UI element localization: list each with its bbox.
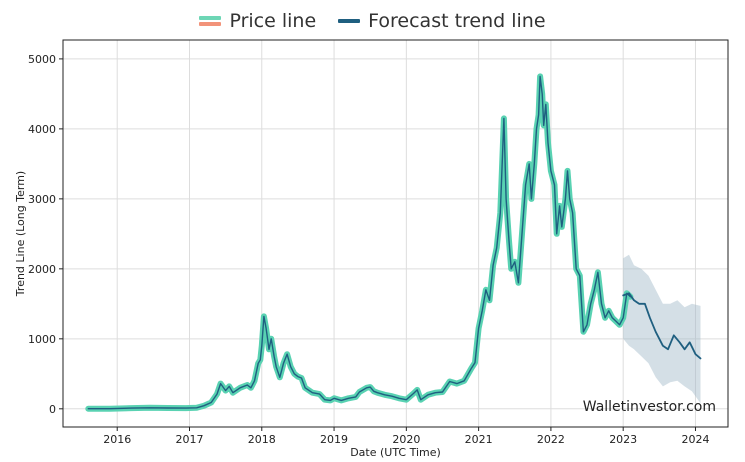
grid	[63, 40, 728, 427]
x-tick-label: 2024	[681, 433, 709, 446]
y-tick-label: 5000	[28, 53, 56, 66]
forecast-band-layer	[623, 254, 701, 404]
x-tick-label: 2020	[392, 433, 420, 446]
y-tick-label: 2000	[28, 263, 56, 276]
plot-frame	[62, 39, 729, 428]
x-tick-label: 2022	[537, 433, 565, 446]
price-line	[85, 73, 634, 412]
forecast-trend-line	[622, 292, 702, 360]
forecast-confidence-band	[623, 254, 701, 404]
legend-label-forecast-trend-line: Forecast trend line	[368, 10, 546, 32]
price-line-swatch-icon	[199, 16, 222, 26]
x-tick-label: 2018	[248, 433, 276, 446]
price-line-trend-core	[87, 75, 632, 410]
x-tick-label: 2023	[609, 433, 637, 446]
forecast-line-swatch-icon	[338, 19, 361, 23]
y-tick-label: 3000	[28, 193, 56, 206]
forecast-line-layer	[622, 292, 702, 360]
x-tick-label: 2019	[320, 433, 348, 446]
y-axis-label: Trend Line (Long Term)	[14, 171, 27, 297]
y-tick-label: 1000	[28, 333, 56, 346]
y-tick-label: 0	[49, 403, 56, 416]
price-line-layer	[85, 73, 634, 412]
ticks: 2016 2017 2018 2019 2020 2021 2022 2023 2024 0 100…	[28, 53, 709, 446]
legend-label-price-line: Price line	[229, 10, 317, 32]
x-tick-label: 2021	[465, 433, 493, 446]
x-tick-label: 2017	[175, 433, 203, 446]
legend-item-price-line: Price line	[199, 10, 316, 32]
x-axis-label: Date (UTC Time)	[350, 446, 441, 459]
x-tick-label: 2016	[103, 433, 131, 446]
legend-item-forecast-trend-line: Forecast trend line	[338, 10, 546, 32]
watermark: Walletinvestor.com	[583, 399, 716, 415]
y-tick-label: 4000	[28, 123, 56, 136]
chart-legend: Price line Forecast trend line	[0, 4, 745, 38]
